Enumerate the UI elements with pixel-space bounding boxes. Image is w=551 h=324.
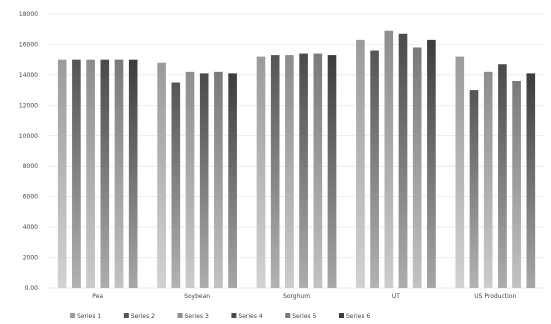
legend-label: Series 4	[238, 313, 262, 320]
y-tick-label: 2000	[23, 255, 38, 262]
bar-shading	[256, 56, 266, 288]
bars-layer	[57, 30, 536, 289]
bar-shading	[427, 39, 436, 288]
x-category-label: Soybean	[184, 293, 210, 300]
bar-shading	[114, 59, 124, 288]
bar-shading	[412, 47, 422, 288]
bar-shading	[199, 73, 209, 288]
bar-shading	[483, 71, 493, 288]
y-tick-label: 4000	[23, 224, 38, 231]
legend-swatch	[177, 313, 183, 318]
bar-shading	[171, 82, 181, 288]
y-tick-label: 6000	[23, 194, 38, 201]
bar-shading	[86, 59, 95, 288]
bar-shading	[214, 71, 223, 288]
bar-shading	[299, 53, 308, 289]
bar-shading	[57, 59, 67, 288]
legend-swatch	[123, 313, 129, 318]
bar-shading	[398, 33, 408, 289]
bar-shading	[72, 59, 81, 288]
y-tick-label: 10000	[19, 133, 38, 140]
y-axis-tick-labels: 0.00 2000 4000 6000 8000 10000 12000 14000 16000…	[19, 11, 38, 292]
legend-label: Series 5	[292, 313, 316, 320]
legend-label: Series 2	[131, 313, 155, 320]
x-category-label: Pea	[92, 293, 103, 300]
bar-shading	[384, 30, 394, 288]
x-category-label: Sorghum	[283, 293, 310, 300]
bar-shading	[270, 55, 280, 288]
legend-label: Series 3	[185, 313, 209, 320]
y-tick-label: 0.00	[25, 285, 39, 292]
bar-shading	[469, 90, 479, 288]
bar-shading	[455, 56, 465, 288]
y-tick-label: 12000	[19, 102, 38, 109]
bar-shading	[356, 39, 365, 288]
bar-shading	[313, 53, 323, 289]
y-tick-label: 14000	[19, 72, 38, 79]
legend-swatch	[285, 313, 291, 318]
bar-shading	[327, 55, 337, 288]
x-category-label: UT	[392, 293, 400, 300]
x-axis-category-labels: Pea Soybean Sorghum UT US Production	[92, 293, 516, 300]
bar-shading	[370, 50, 379, 289]
bar-shading	[185, 71, 195, 288]
bar-shading	[498, 64, 507, 288]
legend-swatch	[70, 313, 75, 318]
bar-shading	[285, 55, 294, 288]
y-tick-label: 8000	[23, 163, 38, 170]
y-tick-label: 16000	[19, 41, 38, 48]
bar-shading	[100, 59, 110, 288]
bar-shading	[228, 73, 237, 288]
legend: Series 1 Series 2 Series 3 Series 4 Series 5…	[70, 313, 370, 320]
y-tick-label: 18000	[19, 11, 38, 18]
bar-shading	[526, 73, 536, 288]
bar-shading	[128, 59, 138, 288]
bar-shading	[157, 62, 166, 288]
legend-swatch	[339, 313, 344, 318]
legend-label: Series 1	[77, 313, 101, 320]
legend-label: Series 6	[346, 313, 370, 320]
x-category-label: US Production	[474, 293, 516, 300]
bar-shading	[512, 80, 521, 288]
legend-swatch	[231, 313, 237, 318]
